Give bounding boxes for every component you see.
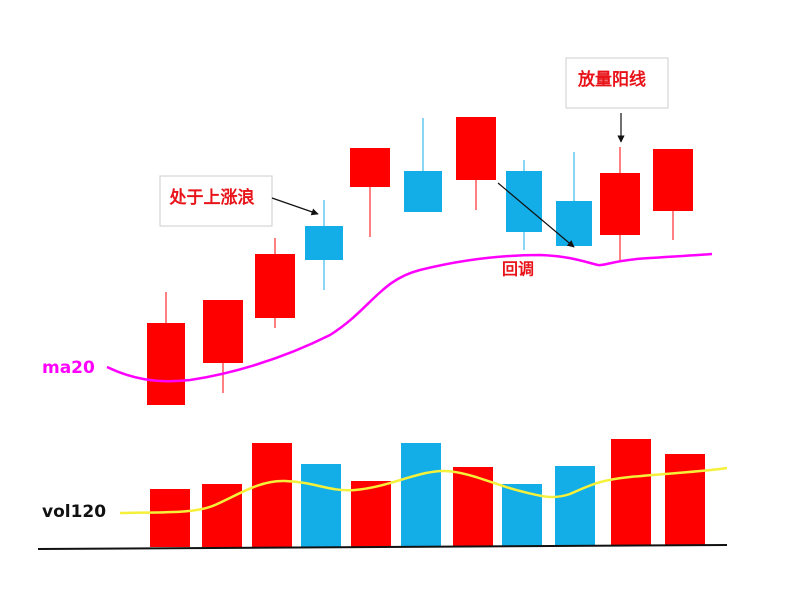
candle-body bbox=[147, 323, 185, 405]
volume-bar bbox=[502, 484, 542, 546]
volume-bar bbox=[401, 443, 441, 547]
volume-bar bbox=[555, 466, 595, 546]
candle-body bbox=[456, 117, 496, 180]
candle-body bbox=[255, 254, 295, 318]
candles bbox=[147, 117, 693, 405]
arrow bbox=[271, 197, 319, 216]
annotation: 放量阳线 bbox=[577, 69, 646, 90]
annotation: 处于上涨浪 bbox=[169, 187, 255, 208]
candle-body bbox=[350, 148, 390, 187]
volume-bar bbox=[611, 439, 651, 546]
candle-body bbox=[506, 171, 542, 232]
candle-body bbox=[556, 201, 592, 246]
arrow bbox=[497, 182, 575, 248]
candle-body bbox=[203, 300, 243, 363]
volume-bar bbox=[453, 467, 493, 546]
candle-body bbox=[404, 171, 442, 212]
vol-line bbox=[119, 466, 728, 515]
ma-line bbox=[106, 252, 713, 383]
vol-label: vol120 bbox=[42, 502, 106, 522]
volume-bar bbox=[150, 489, 190, 547]
candle-body bbox=[305, 226, 343, 260]
annotation-box bbox=[565, 57, 669, 109]
annotation-box bbox=[159, 175, 273, 227]
baseline bbox=[37, 544, 728, 550]
volume-bar bbox=[665, 454, 705, 546]
candle-body bbox=[600, 173, 640, 235]
ma-label: ma20 bbox=[42, 358, 95, 378]
volume-bar bbox=[202, 484, 242, 547]
volume-bar bbox=[301, 464, 341, 547]
annotation: 回调 bbox=[502, 260, 534, 279]
volume-bar bbox=[252, 443, 292, 547]
candle-body bbox=[653, 149, 693, 211]
volume-bar bbox=[351, 481, 391, 547]
